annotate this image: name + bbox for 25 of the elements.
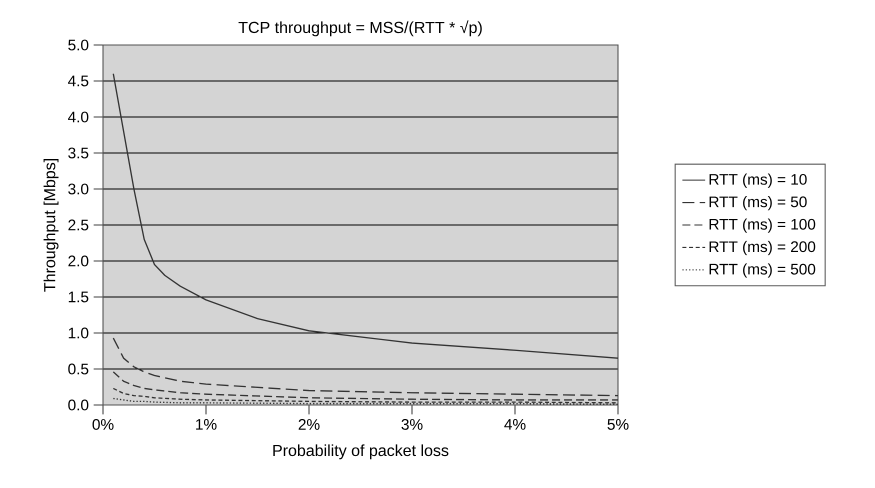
x-tick-label: 2% <box>298 419 320 430</box>
y-tick-label: 2.5 <box>68 220 88 230</box>
x-axis-title: Probability of packet loss <box>273 444 448 460</box>
y-tick-label: 0.5 <box>68 364 88 374</box>
legend-label: RTT (ms) = 50 <box>710 196 807 210</box>
legend-label: RTT (ms) = 500 <box>710 263 816 278</box>
y-tick-label: 2.0 <box>68 256 88 266</box>
x-tick-label: 0% <box>92 419 114 430</box>
y-tick-label: 5.0 <box>68 40 88 50</box>
y-tick-label: 4.0 <box>68 112 88 122</box>
chart-title: TCP throughput = MSS/(RTT * √p) <box>238 20 482 36</box>
y-tick-label: 4.5 <box>68 76 88 86</box>
y-tick-label: 3.0 <box>68 184 88 194</box>
legend-label: RTT (ms) = 10 <box>710 174 807 188</box>
x-tick-label: 1% <box>196 419 217 430</box>
y-tick-label: 1.5 <box>68 292 88 302</box>
x-tick-label: 4% <box>504 419 526 430</box>
x-tick-label: 5% <box>608 419 629 430</box>
y-axis-title: Throughput [Mbps] <box>44 159 58 292</box>
legend-label: RTT (ms) = 100 <box>710 218 816 233</box>
y-tick-label: 3.5 <box>68 148 88 158</box>
x-tick-label: 3% <box>402 419 423 430</box>
y-tick-label: 1.0 <box>68 328 88 338</box>
y-tick-label: 0.0 <box>68 400 88 410</box>
legend-label: RTT (ms) = 200 <box>710 240 816 256</box>
